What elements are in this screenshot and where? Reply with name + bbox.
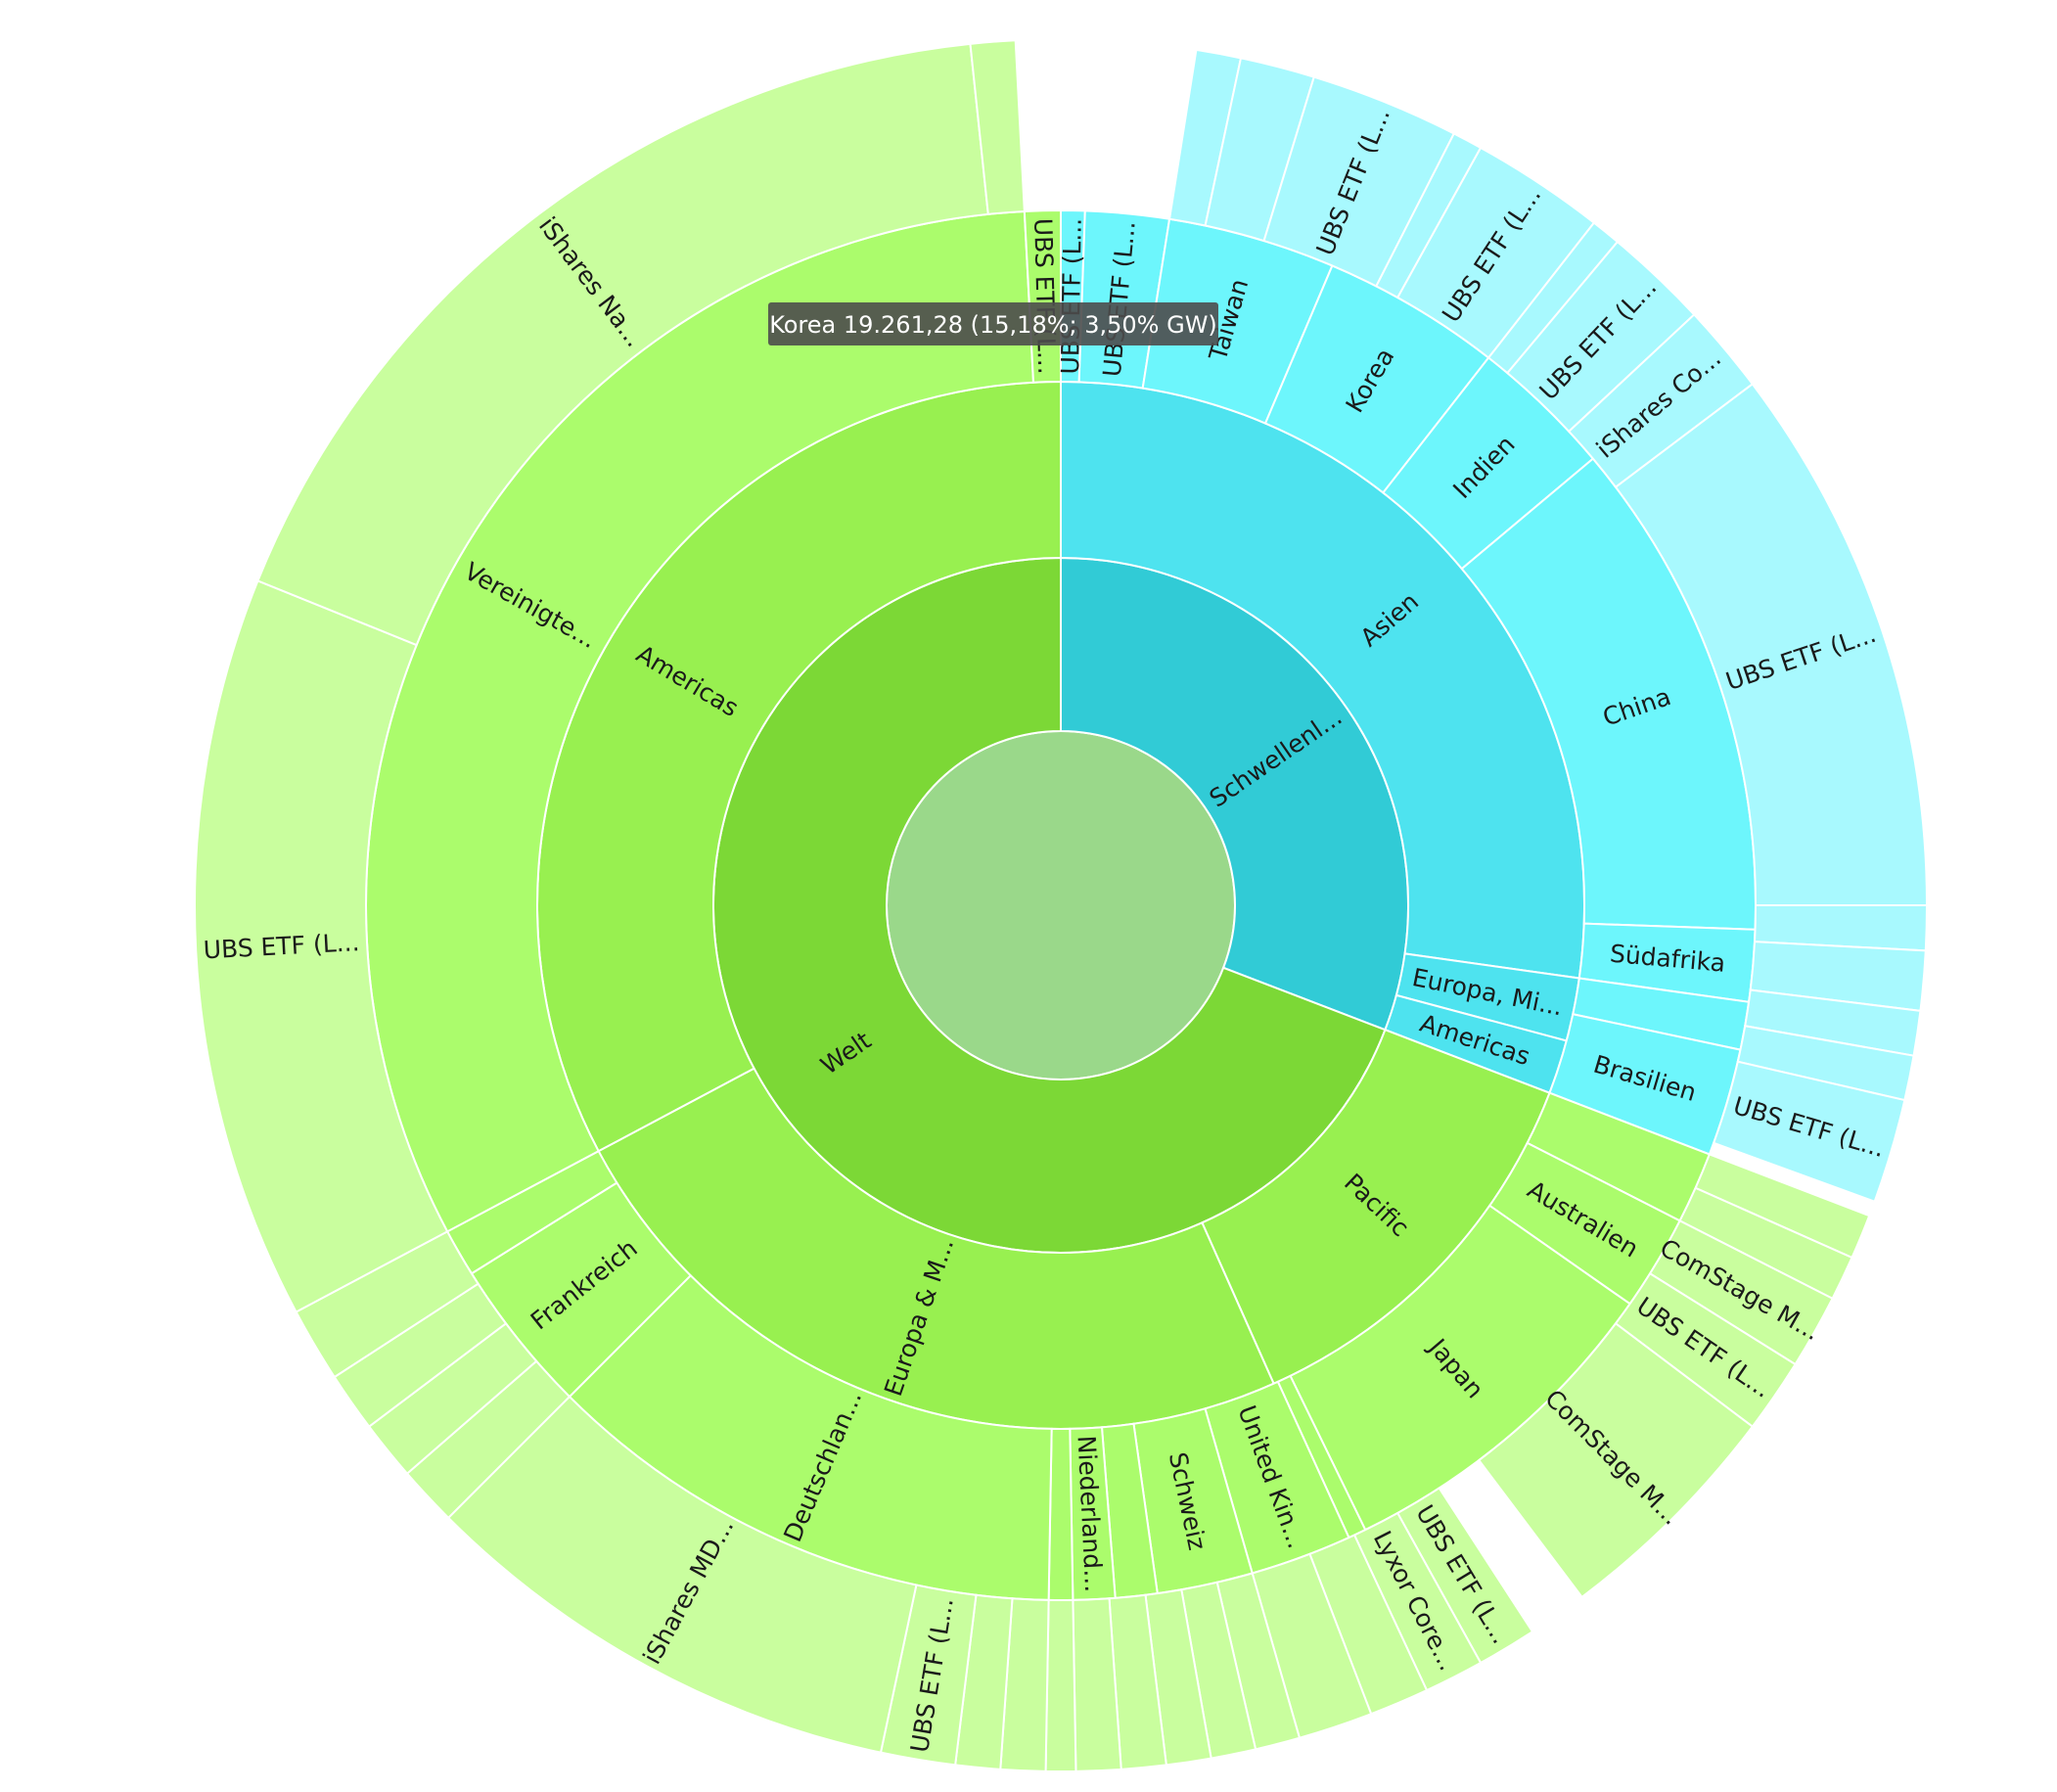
center-disc[interactable] bbox=[886, 730, 1236, 1080]
sunburst-segment[interactable] bbox=[1712, 1060, 1906, 1203]
segment-label: UBS ETF (L... bbox=[1056, 217, 1087, 374]
sunburst-segment[interactable] bbox=[969, 39, 1026, 215]
segment-layer bbox=[194, 39, 1929, 1773]
sunburst-segment[interactable] bbox=[1477, 1321, 1755, 1599]
tooltip-text: Korea 19.261,28 (15,18%; 3,50% GW) bbox=[769, 311, 1217, 339]
tooltip: Korea 19.261,28 (15,18%; 3,50% GW) bbox=[768, 302, 1218, 345]
sunburst-segment[interactable] bbox=[1044, 1598, 1077, 1773]
sunburst-segment[interactable] bbox=[1047, 1427, 1074, 1601]
segment-label: UBS ETF (L... bbox=[1028, 217, 1061, 374]
tooltip-box bbox=[768, 302, 1218, 345]
